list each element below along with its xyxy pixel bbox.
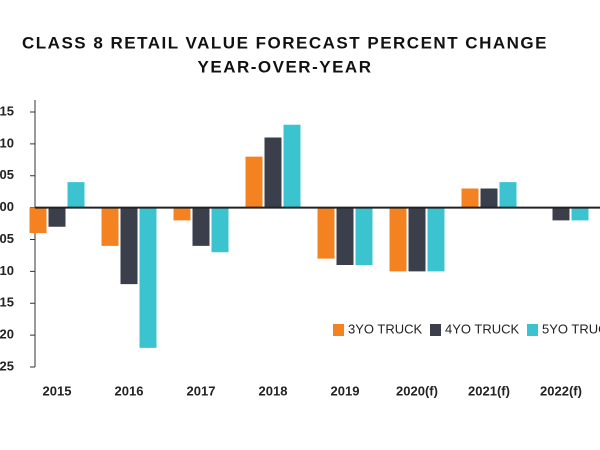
bar — [101, 207, 119, 246]
bar — [480, 188, 498, 208]
chart-title: CLASS 8 RETAIL VALUE FORECAST PERCENT CH… — [22, 33, 548, 52]
bar — [67, 182, 85, 208]
bar — [552, 207, 570, 221]
x-tick-label: 2021(f) — [468, 383, 510, 398]
x-tick-label: 2020(f) — [396, 383, 438, 398]
x-tick-label: 2016 — [115, 383, 144, 398]
bar — [408, 207, 426, 272]
bar — [317, 207, 335, 259]
y-tick-label: 0.10 — [0, 135, 14, 150]
y-tick-label: -0.25 — [0, 358, 14, 373]
bar — [427, 207, 445, 272]
legend-swatch — [527, 324, 538, 336]
x-tick-label: 2018 — [259, 383, 288, 398]
bar — [48, 207, 66, 227]
bar — [336, 207, 354, 265]
bar — [29, 207, 47, 234]
legend-label: 3YO TRUCK — [348, 321, 422, 336]
y-tick-label: -0.05 — [0, 231, 14, 246]
x-tick-label: 2015 — [43, 383, 72, 398]
x-tick-label: 2022(f) — [540, 383, 582, 398]
chart-title: YEAR-OVER-YEAR — [198, 57, 373, 76]
x-tick-label: 2017 — [187, 383, 216, 398]
bar — [499, 182, 517, 208]
y-tick-label: -0.10 — [0, 263, 14, 278]
legend-label: 5YO TRUCK — [542, 321, 600, 336]
bar — [571, 207, 589, 221]
bar — [283, 124, 301, 208]
bar — [139, 207, 157, 348]
legend-swatch — [333, 324, 344, 336]
bar — [211, 207, 229, 253]
legend-swatch — [430, 324, 441, 336]
legend-label: 4YO TRUCK — [445, 321, 519, 336]
bar — [389, 207, 407, 272]
bar — [120, 207, 138, 285]
bar — [192, 207, 210, 246]
y-tick-label: -0.15 — [0, 295, 14, 310]
y-tick-label: -0.20 — [0, 327, 14, 342]
y-tick-label: 0.15 — [0, 103, 14, 118]
bar — [173, 207, 191, 221]
bar — [461, 188, 479, 208]
bar — [245, 156, 263, 208]
bar — [264, 137, 282, 208]
x-tick-label: 2019 — [331, 383, 360, 398]
y-tick-label: 0.00 — [0, 199, 14, 214]
bar — [355, 207, 373, 265]
y-tick-label: 0.05 — [0, 167, 14, 182]
